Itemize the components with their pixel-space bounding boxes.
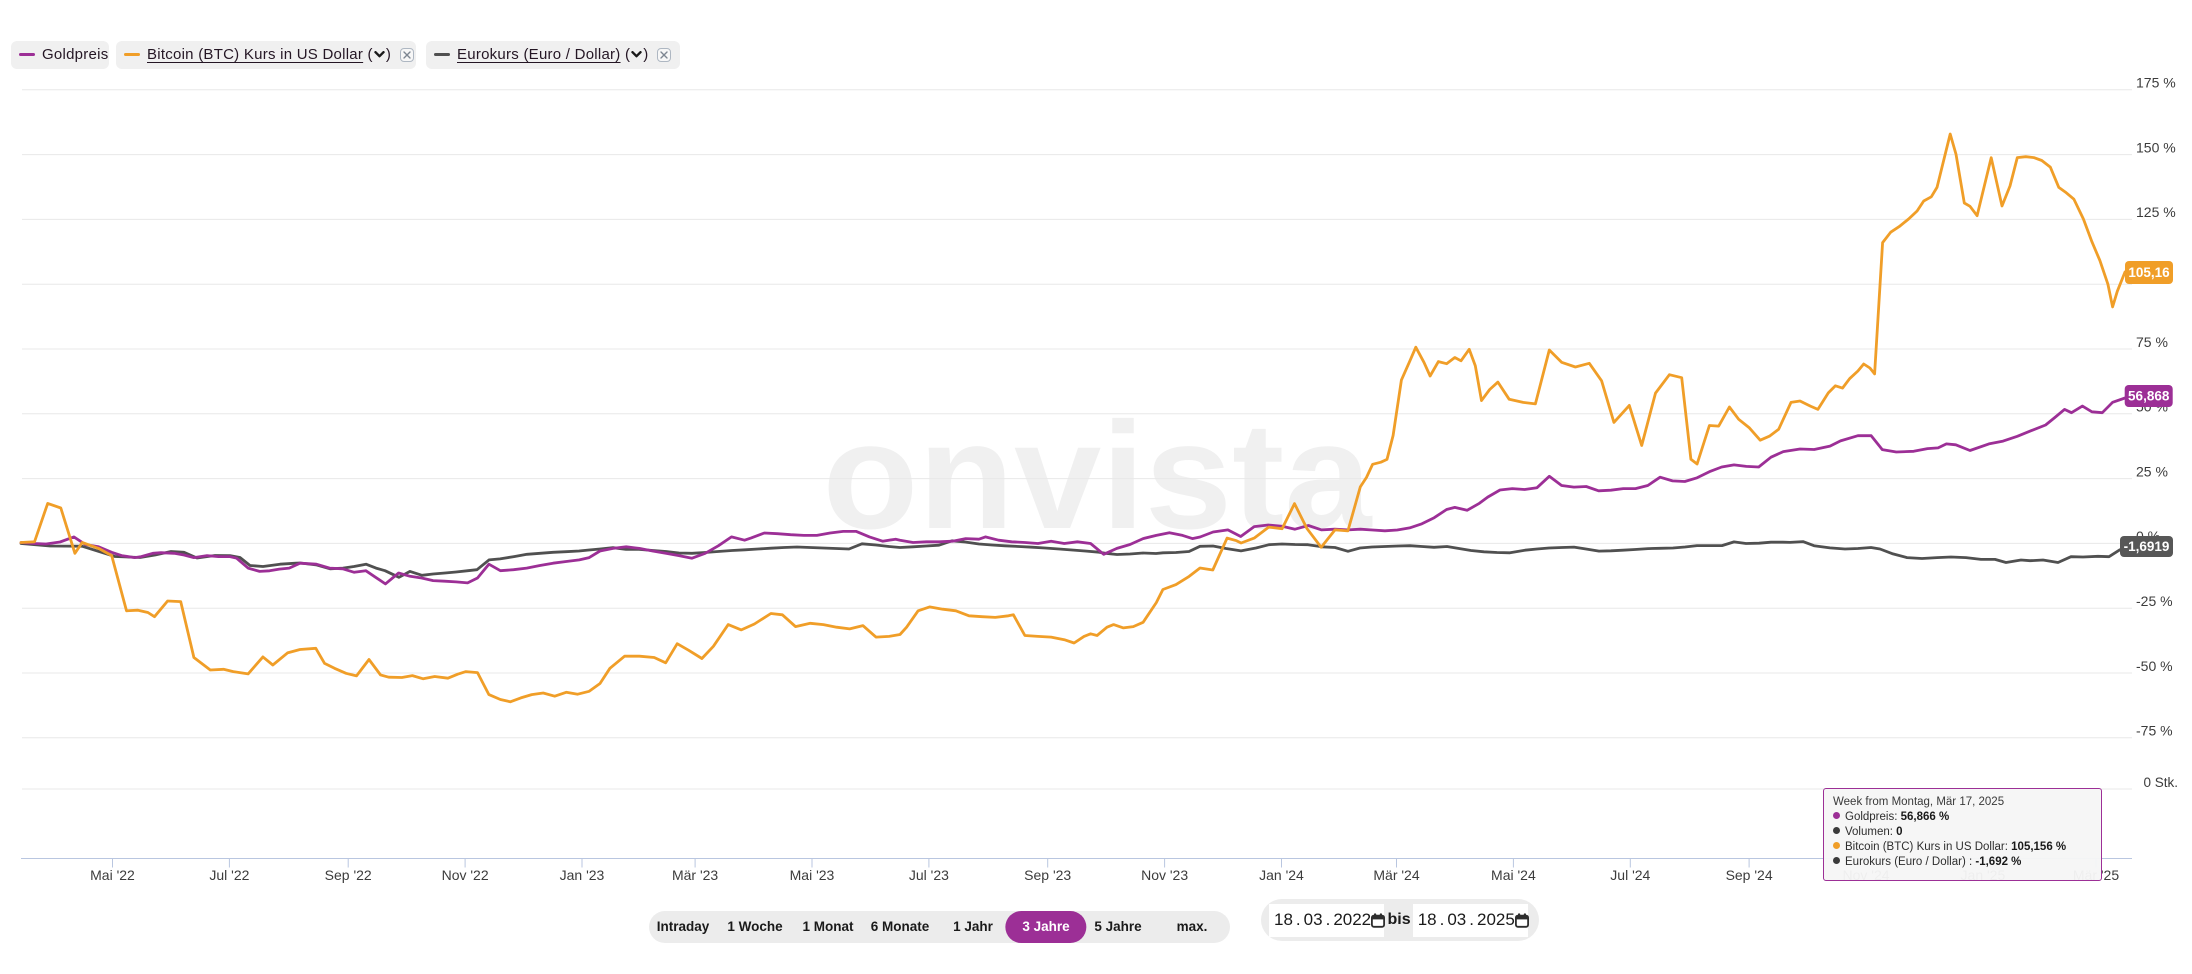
svg-text:25 %: 25 % bbox=[2136, 463, 2168, 479]
svg-text:Mai '23: Mai '23 bbox=[790, 867, 835, 883]
svg-text:Jul '22: Jul '22 bbox=[209, 867, 249, 883]
svg-text:Mai '24: Mai '24 bbox=[1491, 867, 1536, 883]
svg-text:onvista: onvista bbox=[823, 391, 1374, 561]
svg-text:-1,6919: -1,6919 bbox=[2124, 539, 2170, 554]
svg-text:75 %: 75 % bbox=[2136, 334, 2168, 350]
svg-text:Jul '24: Jul '24 bbox=[1610, 867, 1650, 883]
svg-text:175 %: 175 % bbox=[2136, 75, 2176, 91]
svg-text:Jan '24: Jan '24 bbox=[1259, 867, 1304, 883]
svg-text:-25 %: -25 % bbox=[2136, 593, 2173, 609]
svg-text:Sep '24: Sep '24 bbox=[1726, 867, 1773, 883]
svg-text:Jan '23: Jan '23 bbox=[560, 867, 605, 883]
svg-text:Nov '23: Nov '23 bbox=[1141, 867, 1188, 883]
svg-text:56,868: 56,868 bbox=[2128, 389, 2170, 404]
svg-text:Mai '22: Mai '22 bbox=[90, 867, 135, 883]
svg-text:-75 %: -75 % bbox=[2136, 723, 2173, 739]
svg-text:-50 %: -50 % bbox=[2136, 658, 2173, 674]
svg-text:0 Stk.: 0 Stk. bbox=[2144, 775, 2179, 790]
svg-text:Sep '22: Sep '22 bbox=[325, 867, 372, 883]
svg-text:125 %: 125 % bbox=[2136, 204, 2176, 220]
svg-text:105,16: 105,16 bbox=[2128, 265, 2170, 280]
svg-text:Sep '23: Sep '23 bbox=[1024, 867, 1071, 883]
svg-text:Mär '24: Mär '24 bbox=[1373, 867, 1419, 883]
svg-text:150 %: 150 % bbox=[2136, 139, 2176, 155]
svg-text:Jul '23: Jul '23 bbox=[909, 867, 949, 883]
svg-text:Mär '23: Mär '23 bbox=[672, 867, 718, 883]
svg-text:Nov '22: Nov '22 bbox=[442, 867, 489, 883]
